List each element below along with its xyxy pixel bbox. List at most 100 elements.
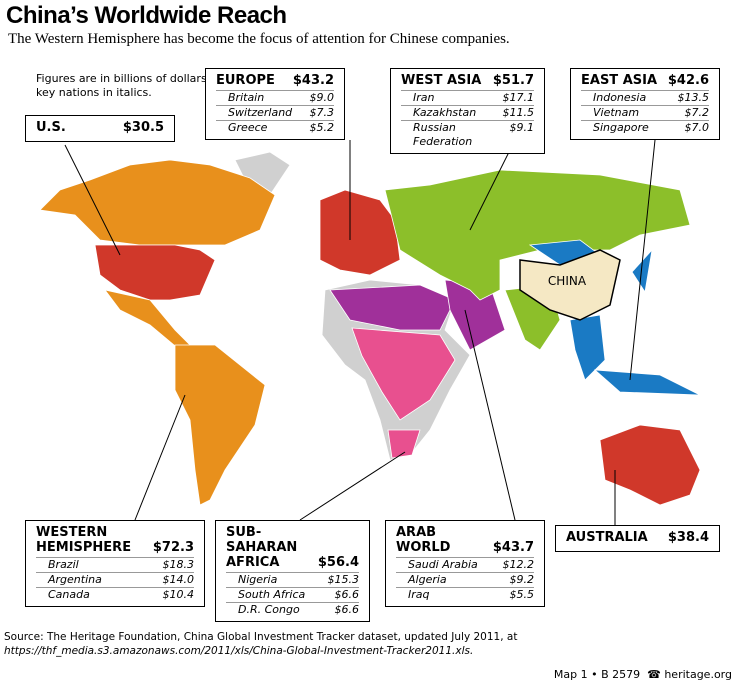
country-value: $10.4 bbox=[162, 588, 195, 601]
source: Source: The Heritage Foundation, China G… bbox=[4, 630, 704, 658]
country-name: Canada bbox=[48, 588, 90, 601]
region-total: $30.5 bbox=[122, 120, 164, 135]
country-row: Singapore $7.0 bbox=[581, 120, 709, 135]
country-name: Nigeria bbox=[238, 573, 278, 586]
leader-line bbox=[464, 309, 516, 521]
country-row: Iraq $5.5 bbox=[396, 587, 534, 602]
canada bbox=[39, 159, 276, 246]
usa bbox=[94, 244, 216, 301]
country-name: Iraq bbox=[408, 588, 430, 601]
region-header: AUSTRALIA $38.4 bbox=[566, 530, 709, 545]
note: Figures are in billions of dollars; key … bbox=[36, 72, 210, 100]
leader-line bbox=[134, 394, 186, 521]
region-header: SUB-SAHARAN AFRICA $56.4 bbox=[226, 525, 359, 570]
region-box: ARAB WORLD $43.7 Saudi Arabia $12.2 Algeria $9… bbox=[385, 520, 545, 607]
country-value: $9.1 bbox=[509, 121, 535, 134]
region-name: AUSTRALIA bbox=[566, 530, 648, 545]
indonesia bbox=[593, 369, 701, 396]
europe bbox=[319, 189, 401, 276]
country-name: Kazakhstan bbox=[413, 106, 477, 119]
country-value: $9.0 bbox=[309, 91, 335, 104]
north-africa bbox=[329, 284, 456, 331]
south-africa bbox=[387, 429, 421, 459]
leader-line bbox=[629, 139, 656, 381]
country-value: $5.5 bbox=[509, 588, 535, 601]
region-total: $56.4 bbox=[317, 555, 359, 570]
sub-saharan bbox=[351, 327, 456, 421]
region-total: $43.7 bbox=[492, 540, 534, 555]
country-row: Nigeria $15.3 bbox=[226, 572, 359, 587]
source-text: The Heritage Foundation, China Global In… bbox=[46, 631, 518, 643]
china bbox=[519, 249, 621, 321]
country-name: South Africa bbox=[238, 588, 306, 601]
region-name: EUROPE bbox=[216, 73, 275, 88]
country-row: Brazil $18.3 bbox=[36, 557, 194, 572]
region-name: ARAB WORLD bbox=[396, 525, 450, 555]
region-box: WEST ASIA $51.7 Iran $17.1 Kazakhstan $11.5 Ru… bbox=[390, 68, 545, 154]
country-row: Indonesia $13.5 bbox=[581, 90, 709, 105]
china-label: CHINA bbox=[548, 274, 587, 288]
region-name: WESTERN HEMISPHERE bbox=[36, 525, 131, 555]
country-row: Vietnam $7.2 bbox=[581, 105, 709, 120]
region-box: U.S. $30.5 bbox=[25, 115, 175, 142]
region-name-line: WEST ASIA bbox=[401, 73, 482, 88]
country-row: Britain $9.0 bbox=[216, 90, 334, 105]
country-row: South Africa $6.6 bbox=[226, 587, 359, 602]
source-label: Source: bbox=[4, 631, 44, 643]
country-row: Argentina $14.0 bbox=[36, 572, 194, 587]
region-header: EUROPE $43.2 bbox=[216, 73, 334, 88]
region-header: EAST ASIA $42.6 bbox=[581, 73, 709, 88]
country-name: Indonesia bbox=[593, 91, 647, 104]
country-name: Switzerland bbox=[228, 106, 293, 119]
source-url: https://thf_media.s3.amazonaws.com/2011/… bbox=[4, 645, 474, 657]
note-line: Figures are in billions of dollars; bbox=[36, 72, 211, 85]
footer-site: heritage.org bbox=[664, 668, 732, 681]
region-header: ARAB WORLD $43.7 bbox=[396, 525, 534, 555]
region-name: EAST ASIA bbox=[581, 73, 657, 88]
region-box: SUB-SAHARAN AFRICA $56.4 Nigeria $15.3 South … bbox=[215, 520, 370, 622]
region-name-line: EAST ASIA bbox=[581, 73, 658, 88]
south-america bbox=[174, 344, 266, 506]
region-box: EAST ASIA $42.6 Indonesia $13.5 Vietnam $7.2 S… bbox=[570, 68, 720, 140]
region-name-line: U.S. bbox=[36, 120, 66, 135]
australia bbox=[599, 424, 701, 506]
country-value: $5.2 bbox=[309, 121, 335, 134]
region-name-line: ARAB bbox=[396, 525, 437, 540]
country-value: $18.3 bbox=[162, 558, 195, 571]
region-name-line: AFRICA bbox=[226, 555, 280, 570]
country-name: Iran bbox=[413, 91, 435, 104]
country-row: Kazakhstan $11.5 bbox=[401, 105, 534, 120]
country-name: Vietnam bbox=[593, 106, 640, 119]
country-value: $7.3 bbox=[309, 106, 335, 119]
country-value: $7.2 bbox=[684, 106, 710, 119]
country-row: Canada $10.4 bbox=[36, 587, 194, 602]
leader-line bbox=[469, 139, 516, 231]
country-row: Switzerland $7.3 bbox=[216, 105, 334, 120]
country-row: D.R. Congo $6.6 bbox=[226, 602, 359, 617]
country-value: $7.0 bbox=[684, 121, 710, 134]
leader-lines bbox=[64, 139, 656, 525]
country-name: Brazil bbox=[48, 558, 79, 571]
region-name: U.S. bbox=[36, 120, 66, 135]
country-value: $6.6 bbox=[334, 588, 360, 601]
region-name-line: EUROPE bbox=[216, 73, 275, 88]
country-name: Argentina bbox=[48, 573, 102, 586]
country-row: Saudi Arabia $12.2 bbox=[396, 557, 534, 572]
region-total: $42.6 bbox=[667, 73, 709, 88]
country-row: Greece $5.2 bbox=[216, 120, 334, 135]
region-name-line: SUB-SAHARAN bbox=[226, 525, 298, 555]
region-name-line: HEMISPHERE bbox=[36, 540, 132, 555]
country-name: Singapore bbox=[593, 121, 649, 134]
region-box: AUSTRALIA $38.4 bbox=[555, 525, 720, 552]
country-value: $6.6 bbox=[334, 603, 360, 616]
country-value: $17.1 bbox=[502, 91, 535, 104]
country-name: Russian Federation bbox=[413, 121, 473, 148]
region-name-line: WORLD bbox=[396, 540, 451, 555]
country-row: Russian Federation $9.1 bbox=[401, 120, 534, 149]
region-total: $51.7 bbox=[492, 73, 534, 88]
footer-map: Map 1 • B 2579 bbox=[553, 668, 641, 681]
region-total: $38.4 bbox=[667, 530, 709, 545]
country-value: $15.3 bbox=[327, 573, 360, 586]
footer: Map 1 • B 2579 ☎ heritage.org bbox=[553, 668, 732, 681]
